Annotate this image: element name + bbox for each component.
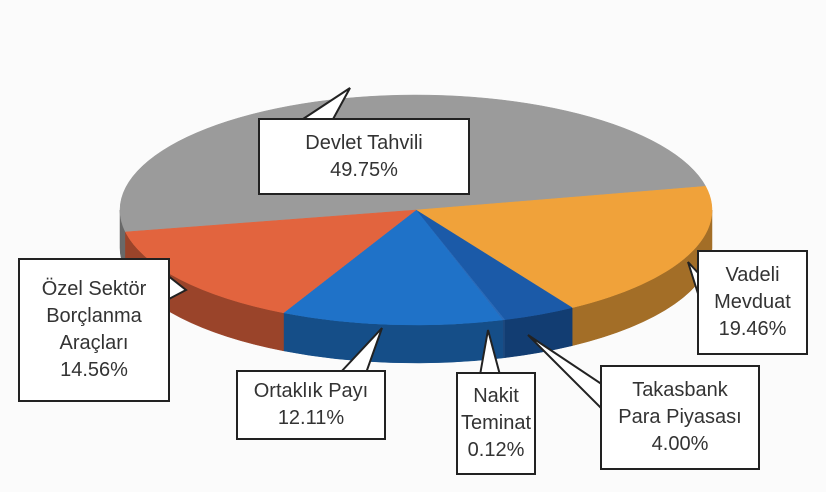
value-label: 4.00% (651, 433, 709, 455)
data-label: Vadeli Mevduat 19.46% (697, 250, 808, 355)
data-label: Özel Sektör Borçlanma Araçları 14.56% (18, 258, 170, 402)
data-label: Nakit Teminat 0.12% (456, 372, 536, 475)
value-label: 19.46% (718, 318, 787, 340)
slice (415, 186, 713, 308)
value-label: 0.12% (467, 439, 525, 461)
data-label: Devlet Tahvili 49.75% (258, 118, 470, 195)
category-label: Özel Sektör Borçlanma Araçları (41, 278, 147, 354)
value-label: 49.75% (330, 158, 398, 181)
slice-side (502, 319, 505, 359)
value-label: 14.56% (60, 359, 128, 381)
category-label: Devlet Tahvili (305, 131, 423, 154)
value-label: 12.11% (277, 407, 345, 429)
category-label: Ortaklık Payı (253, 380, 369, 402)
data-label: Ortaklık Payı 12.11% (236, 370, 386, 440)
slice (282, 209, 504, 326)
category-label: Nakit Teminat (461, 385, 532, 434)
data-label: Takasbank Para Piyasası 4.00% (600, 365, 760, 470)
category-label: Vadeli Mevduat (714, 264, 791, 313)
category-label: Takasbank Para Piyasası (618, 379, 742, 428)
slice (125, 209, 417, 314)
